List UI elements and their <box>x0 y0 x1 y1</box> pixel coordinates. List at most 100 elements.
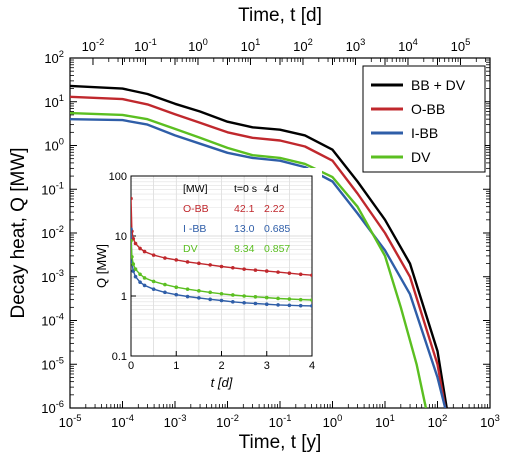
inset-point <box>287 303 292 308</box>
inset-point <box>151 279 156 284</box>
y-tick-label: 100 <box>44 137 64 154</box>
x2-tick-label: 100 <box>188 37 208 54</box>
x-tick-label: 10-4 <box>111 413 134 430</box>
inset-point <box>185 294 190 299</box>
inset-point <box>163 290 167 295</box>
inset-point <box>131 196 133 201</box>
table-cell: 0.685 <box>264 223 290 235</box>
x2-tick-label: 104 <box>398 37 418 54</box>
inset-point <box>151 253 156 257</box>
y-tick-label: 10-4 <box>41 312 64 329</box>
x2-axis-title: Time, t [d] <box>238 5 322 26</box>
x2-tick-label: 103 <box>346 37 366 54</box>
y-tick-label: 10-1 <box>41 180 64 197</box>
inset-point <box>231 293 235 297</box>
inset-point <box>174 285 179 290</box>
inset-point <box>163 282 167 287</box>
legend-label: DV <box>411 149 431 165</box>
inset-point <box>174 292 179 297</box>
table-cell: I -BB <box>183 223 206 235</box>
table-header-cell: 4 d <box>264 183 279 195</box>
inset-point <box>310 304 312 308</box>
inset-point <box>219 264 224 269</box>
x-tick-label: 102 <box>428 413 448 430</box>
x-tick-label: 10-2 <box>216 413 239 430</box>
table-cell: DV <box>183 243 198 255</box>
table-cell: 8.34 <box>234 243 255 255</box>
inset-point <box>264 295 269 300</box>
inset-point <box>151 287 156 291</box>
inset-y-tick-label: 0.1 <box>112 351 127 363</box>
x2-tick-label: 10-1 <box>134 37 157 54</box>
inset-point <box>287 271 292 275</box>
x-tick-label: 10-1 <box>269 413 292 430</box>
inset-point <box>242 267 246 271</box>
inset-point <box>208 290 212 295</box>
x-axis-title: Time, t [y] <box>239 432 322 453</box>
inset-point <box>253 294 258 299</box>
inset-x-tick-label: 0 <box>128 360 134 372</box>
inset-point <box>298 303 303 308</box>
y-tick-label: 101 <box>44 93 64 110</box>
x-tick-label: 101 <box>375 413 395 430</box>
legend-label: I-BB <box>411 125 438 141</box>
inset-x-tick-label: 2 <box>218 360 224 372</box>
series-line-1 <box>70 95 447 408</box>
inset-point <box>138 246 142 251</box>
inset-point <box>298 297 303 302</box>
inset-point <box>276 303 280 307</box>
inset-point <box>298 272 303 277</box>
inset-point <box>142 276 147 280</box>
inset-point <box>231 266 235 270</box>
y-tick-label: 102 <box>44 49 64 66</box>
inset-point <box>276 296 280 301</box>
series-line-0 <box>70 84 448 408</box>
x2-tick-label: 101 <box>241 37 261 54</box>
y-tick-label: 10-3 <box>41 268 64 285</box>
inset-y-axis-title: Q [MW] <box>94 244 109 288</box>
inset-point <box>287 297 292 301</box>
inset-point <box>208 263 212 267</box>
table-header-cell: [MW] <box>183 183 208 195</box>
inset-point <box>185 287 190 291</box>
series-line-2 <box>70 118 447 408</box>
inset-point <box>138 280 142 284</box>
legend-label: BB + DV <box>411 77 466 93</box>
inset-background <box>89 168 322 396</box>
inset-x-tick-label: 3 <box>264 360 270 372</box>
inset-y-tick-label: 1 <box>121 291 127 303</box>
inset-point <box>197 261 201 266</box>
series-line-3 <box>70 111 428 408</box>
inset-point <box>219 291 224 296</box>
inset-point <box>133 267 138 271</box>
inset-x-tick-label: 4 <box>309 360 315 372</box>
x-tick-label: 10-3 <box>164 413 187 430</box>
inset-point <box>208 297 212 302</box>
table-cell: 0.857 <box>264 243 290 255</box>
inset-point <box>131 238 133 243</box>
inset-point <box>264 269 269 273</box>
x-tick-label: 10-5 <box>59 413 82 430</box>
table-cell: 2.22 <box>264 203 285 215</box>
inset-point <box>142 249 147 254</box>
table-header-cell: t=0 s <box>234 183 257 195</box>
inset-point <box>253 268 258 272</box>
inset-point <box>310 273 312 278</box>
inset-y-tick-label: 100 <box>109 171 127 183</box>
inset-point <box>264 302 269 307</box>
inset-point <box>185 260 190 264</box>
x2-tick-label: 102 <box>293 37 313 54</box>
inset-point <box>242 301 246 305</box>
y-axis-title: Decay heat, Q [MW] <box>8 147 29 318</box>
inset-point <box>142 283 147 288</box>
inset-x-axis-title: t [d] <box>211 375 233 390</box>
y-tick-label: 10-2 <box>41 224 64 241</box>
inset-point <box>133 241 138 246</box>
inset-point <box>131 262 136 266</box>
inset-point <box>231 300 235 304</box>
table-cell: O-BB <box>183 203 209 215</box>
inset-point <box>131 227 133 231</box>
table-cell: 13.0 <box>234 223 255 235</box>
